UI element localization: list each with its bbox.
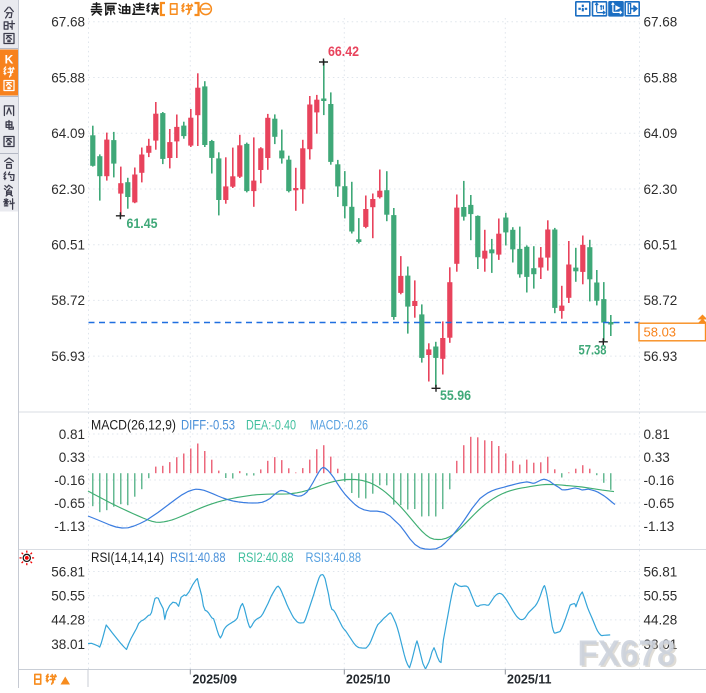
svg-text:56.93: 56.93 bbox=[51, 349, 85, 364]
svg-text:2025/11: 2025/11 bbox=[507, 672, 552, 687]
svg-text:58.72: 58.72 bbox=[51, 293, 85, 308]
svg-text:-0.65: -0.65 bbox=[54, 496, 85, 511]
svg-text:44.28: 44.28 bbox=[644, 613, 678, 628]
svg-text:-0.65: -0.65 bbox=[644, 496, 675, 511]
svg-text:56.93: 56.93 bbox=[644, 349, 678, 364]
svg-text:66.42: 66.42 bbox=[328, 44, 359, 59]
svg-text:38.01: 38.01 bbox=[644, 637, 678, 652]
svg-text:DEA:-0.40: DEA:-0.40 bbox=[246, 418, 296, 433]
svg-text:DIFF:-0.53: DIFF:-0.53 bbox=[181, 418, 235, 433]
svg-text:0.33: 0.33 bbox=[644, 450, 670, 465]
svg-text:55.96: 55.96 bbox=[440, 388, 471, 403]
svg-text:RSI1:40.88: RSI1:40.88 bbox=[170, 550, 226, 565]
svg-text:56.81: 56.81 bbox=[644, 564, 678, 579]
svg-text:38.01: 38.01 bbox=[51, 637, 85, 652]
svg-text:2025/10: 2025/10 bbox=[346, 672, 391, 687]
svg-text:FX678: FX678 bbox=[580, 634, 678, 675]
svg-text:56.81: 56.81 bbox=[51, 564, 85, 579]
svg-text:64.09: 64.09 bbox=[644, 126, 678, 141]
svg-text:62.30: 62.30 bbox=[644, 182, 678, 197]
svg-text:0.81: 0.81 bbox=[59, 427, 85, 442]
svg-text:61.45: 61.45 bbox=[127, 216, 158, 231]
svg-text:RSI2:40.88: RSI2:40.88 bbox=[238, 550, 294, 565]
svg-text:60.51: 60.51 bbox=[644, 238, 678, 253]
svg-text:67.68: 67.68 bbox=[51, 15, 85, 30]
svg-text:K: K bbox=[5, 53, 14, 67]
svg-text:44.28: 44.28 bbox=[51, 613, 85, 628]
svg-text:60.51: 60.51 bbox=[51, 238, 85, 253]
svg-text:MACD(26,12,9): MACD(26,12,9) bbox=[91, 418, 176, 433]
svg-text:-1.13: -1.13 bbox=[644, 519, 675, 534]
svg-text:50.55: 50.55 bbox=[51, 589, 85, 604]
svg-text:0.33: 0.33 bbox=[59, 450, 85, 465]
svg-text:50.55: 50.55 bbox=[644, 589, 678, 604]
svg-text:62.30: 62.30 bbox=[51, 182, 85, 197]
svg-text:65.88: 65.88 bbox=[644, 70, 678, 85]
svg-text:-1.13: -1.13 bbox=[54, 519, 85, 534]
svg-text:57.38: 57.38 bbox=[579, 343, 607, 358]
svg-text:-0.16: -0.16 bbox=[54, 473, 85, 488]
svg-text:MACD:-0.26: MACD:-0.26 bbox=[310, 418, 368, 433]
svg-text:FX678: FX678 bbox=[578, 633, 676, 674]
svg-text:RSI3:40.88: RSI3:40.88 bbox=[306, 550, 362, 565]
svg-text:64.09: 64.09 bbox=[51, 126, 85, 141]
svg-text:58.72: 58.72 bbox=[644, 293, 678, 308]
svg-text:65.88: 65.88 bbox=[51, 70, 85, 85]
svg-text:67.68: 67.68 bbox=[644, 15, 678, 30]
svg-text:0.81: 0.81 bbox=[644, 427, 670, 442]
svg-text:RSI(14,14,14): RSI(14,14,14) bbox=[91, 550, 164, 565]
svg-text:-0.16: -0.16 bbox=[644, 473, 675, 488]
svg-text:58.03: 58.03 bbox=[644, 325, 677, 340]
svg-text:2025/09: 2025/09 bbox=[193, 672, 238, 687]
